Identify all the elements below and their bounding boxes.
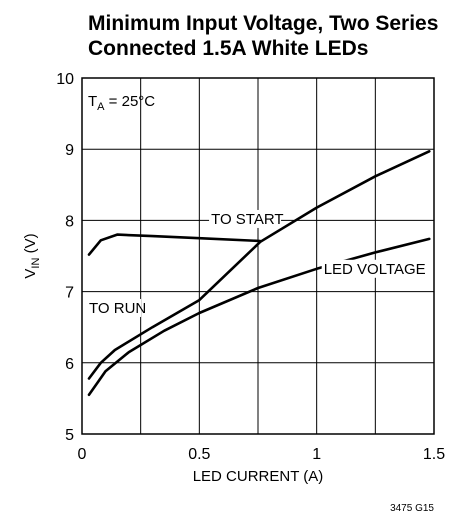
y-tick-label-6: 6 [65,356,74,373]
annotation-bg-led-voltage [321,259,421,278]
series-line-led-voltage [87,237,431,397]
series-line-to-start [87,233,262,256]
y-axis-label-sub: IN [30,258,42,269]
figure-code: 3475 G15 [390,503,434,514]
condition-rest: = 25°C [105,93,156,110]
x-tick-label-0: 0 [78,446,87,463]
y-axis-label-main: V [22,269,39,279]
x-axis-label: LED CURRENT (A) [193,468,324,485]
annotation-led-voltage: LED VOLTAGE [324,261,426,278]
x-tick-labels: 0 0.5 1 1.5 [78,446,446,463]
x-tick-label-1: 1 [312,446,321,463]
annotation-to-start: TO START [211,211,284,228]
y-tick-label-10: 10 [56,71,74,88]
series-lines [87,150,431,397]
annotations: TO START TO RUN LED VOLTAGE [87,209,426,317]
condition-main: T [88,93,97,110]
chart-title-line-2: Connected 1.5A White LEDs [88,37,368,60]
y-axis-label: VIN (V) [22,233,42,278]
chart-title-line-1: Minimum Input Voltage, Two Series [88,12,438,35]
annotation-bg-to-run [87,298,142,317]
x-tick-label-1-5: 1.5 [423,446,445,463]
y-tick-label-8: 8 [65,213,74,230]
y-tick-label-5: 5 [65,427,74,444]
y-tick-labels: 5 6 7 8 9 10 [56,71,74,444]
grid [82,78,434,434]
condition-sub: A [97,101,105,113]
y-axis-label-unit: (V) [22,233,39,257]
annotation-to-run: TO RUN [89,300,146,317]
annotation-bg-to-start [209,209,282,228]
x-tick-label-0-5: 0.5 [188,446,210,463]
series-line-to-run [87,150,431,380]
plot-frame [81,77,435,435]
y-tick-label-9: 9 [65,142,74,159]
y-tick-label-7: 7 [65,285,74,302]
condition-label: TA = 25°C [88,93,155,113]
